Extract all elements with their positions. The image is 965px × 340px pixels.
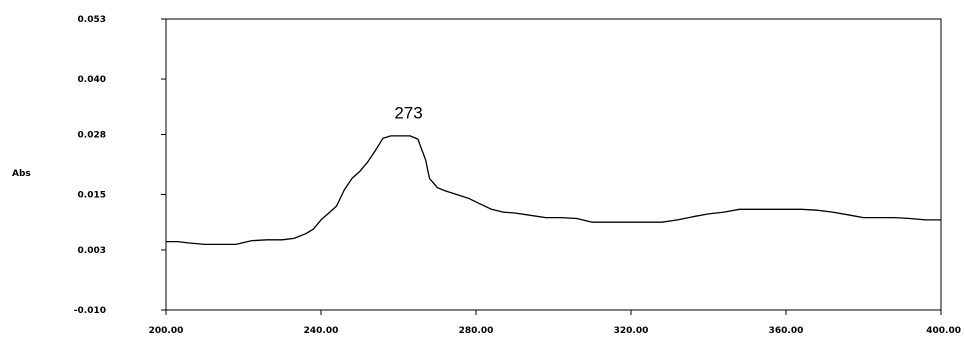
x-tick-label: 280.00 [459,326,494,336]
x-tick-label: 360.00 [769,326,804,336]
x-tick-label: 200.00 [149,326,184,336]
annotation-layer: 273 [394,104,422,123]
y-axis-title: Abs [12,169,31,179]
y-tick-label: 0.015 [78,191,106,201]
x-axis-ticks: 200.00 240.00 280.00 320.00 360.00 400.00 [149,310,961,336]
y-tick-label: 0.040 [78,75,106,85]
x-tick-label: 400.00 [926,326,961,336]
x-tick-label: 240.00 [304,326,339,336]
y-tick-label: 0.028 [78,130,106,140]
spectrum-line [166,135,941,246]
y-axis-ticks: 0.053 0.040 0.028 0.015 0.003 -0.010 [74,15,166,316]
x-tick-label: 320.00 [614,326,649,336]
peak-annotation: 273 [394,104,422,123]
plot-frame [165,18,942,311]
y-tick-label: 0.053 [78,15,106,25]
y-tick-label: -0.010 [74,306,106,316]
y-tick-label: 0.003 [78,246,106,256]
series-layer [166,135,941,246]
